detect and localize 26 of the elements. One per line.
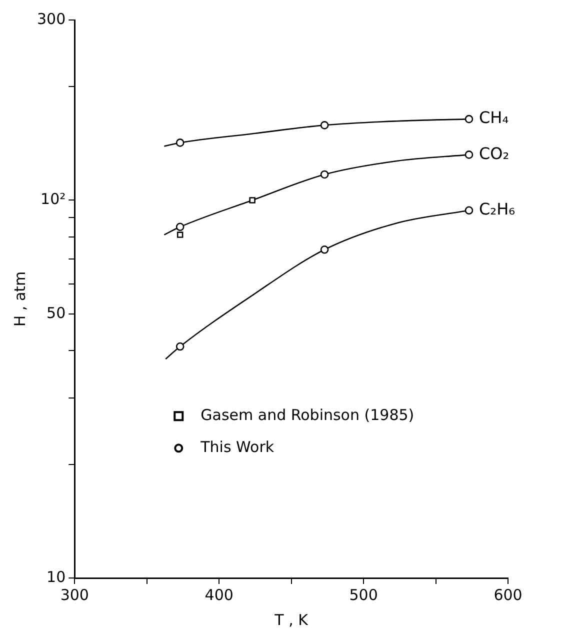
y-tick-label: 10 bbox=[46, 568, 66, 586]
x-tick-label: 500 bbox=[349, 586, 378, 604]
series-label: CO₂ bbox=[478, 144, 510, 163]
series-label: C₂H₆ bbox=[478, 200, 516, 219]
point bbox=[176, 342, 184, 351]
point bbox=[464, 206, 474, 215]
y-tick-label: 10² bbox=[40, 190, 66, 208]
point bbox=[464, 114, 474, 124]
point bbox=[320, 245, 329, 254]
x-tick-label: 600 bbox=[494, 586, 522, 604]
y-tick-label: 300 bbox=[36, 10, 66, 28]
legend-label: Gasem and Robinson (1985) bbox=[200, 406, 414, 424]
point bbox=[320, 170, 329, 179]
point bbox=[320, 121, 329, 130]
point bbox=[176, 222, 184, 232]
point bbox=[176, 232, 184, 238]
y-tick-label: 50 bbox=[46, 304, 66, 322]
y-axis-title: H , atm bbox=[10, 271, 29, 327]
point bbox=[176, 138, 184, 147]
legend-label: This Work bbox=[200, 438, 274, 456]
series-label: CH₄ bbox=[478, 108, 509, 128]
point bbox=[249, 197, 256, 204]
x-tick-label: 300 bbox=[60, 586, 89, 604]
x-tick-label: 400 bbox=[204, 586, 234, 604]
x-axis-title: T , K bbox=[274, 610, 310, 629]
point bbox=[464, 150, 474, 159]
